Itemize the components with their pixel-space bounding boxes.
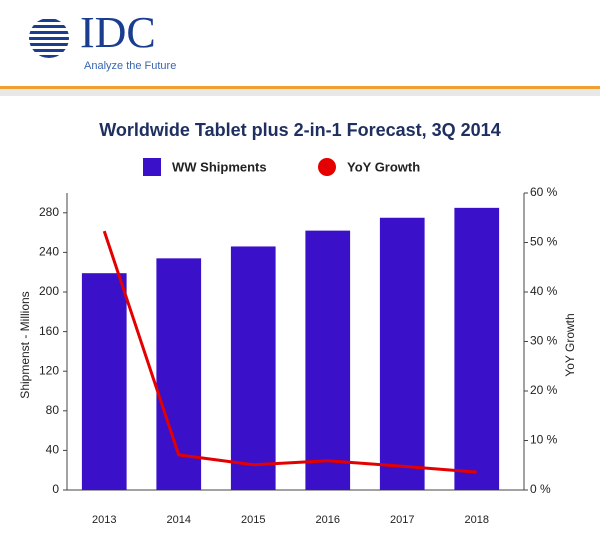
y2-tick-label: 40 % bbox=[530, 284, 558, 298]
y-tick-label: 120 bbox=[39, 363, 59, 377]
x-tick-label: 2015 bbox=[241, 514, 265, 526]
tagline: Analyze the Future bbox=[84, 60, 176, 72]
logo: IDC Analyze the Future bbox=[29, 8, 176, 72]
x-tick-label: 2017 bbox=[390, 514, 414, 526]
y-tick-label: 80 bbox=[46, 403, 60, 417]
bar bbox=[305, 230, 351, 490]
y-tick-label: 0 bbox=[52, 482, 59, 496]
x-tick-label: 2018 bbox=[465, 514, 489, 526]
y-axis-label: Shipmenst - Millions bbox=[18, 291, 32, 398]
x-tick-label: 2014 bbox=[167, 514, 191, 526]
growth-line bbox=[102, 230, 477, 474]
y2-tick-label: 0 % bbox=[530, 482, 551, 496]
y2-tick-label: 50 % bbox=[530, 235, 558, 249]
header-band bbox=[0, 89, 600, 96]
header-rule bbox=[0, 86, 600, 89]
y2-tick-label: 60 % bbox=[530, 185, 558, 199]
y-tick-label: 160 bbox=[39, 324, 59, 338]
x-tick-label: 2016 bbox=[316, 514, 340, 526]
bar bbox=[454, 207, 500, 490]
bar bbox=[379, 217, 425, 490]
bar bbox=[81, 273, 127, 490]
y2-tick-label: 10 % bbox=[530, 433, 558, 447]
x-tick-label: 2013 bbox=[92, 514, 116, 526]
y-tick-label: 200 bbox=[39, 284, 59, 298]
y2-axis-label: YoY Growth bbox=[563, 313, 577, 376]
legend-swatch bbox=[318, 158, 336, 176]
y-tick-label: 40 bbox=[46, 443, 60, 457]
bar bbox=[230, 246, 276, 490]
chart-title: Worldwide Tablet plus 2-in-1 Forecast, 3… bbox=[99, 120, 500, 140]
y2-tick-label: 30 % bbox=[530, 334, 558, 348]
y-tick-label: 280 bbox=[39, 205, 59, 219]
legend-swatch bbox=[143, 158, 161, 176]
logo-text: IDC bbox=[80, 8, 156, 57]
y-tick-label: 240 bbox=[39, 245, 59, 259]
legend-label: WW Shipments bbox=[172, 159, 267, 174]
y2-tick-label: 20 % bbox=[530, 383, 558, 397]
legend-label: YoY Growth bbox=[347, 159, 420, 174]
